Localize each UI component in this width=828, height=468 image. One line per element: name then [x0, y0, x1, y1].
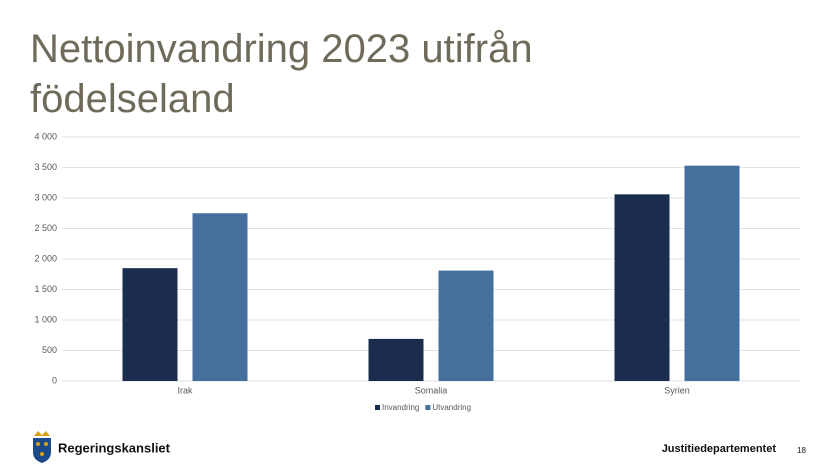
bar — [438, 270, 494, 381]
x-tick-label: Irak — [177, 385, 193, 395]
y-tick-label: 2 500 — [34, 223, 57, 233]
y-tick-label: 3 000 — [34, 192, 57, 202]
x-tick-label: Syrien — [664, 385, 690, 395]
bar — [684, 165, 740, 381]
department: Justitiedepartementet — [662, 443, 777, 455]
legend-swatch — [425, 405, 431, 410]
page-number: 18 — [797, 446, 806, 455]
bar — [122, 268, 178, 381]
y-tick-label: 3 500 — [34, 162, 57, 172]
legend-label: Utvandring — [432, 403, 471, 412]
y-tick-label: 4 000 — [34, 131, 57, 141]
y-tick-label: 1 500 — [34, 284, 57, 294]
y-tick-label: 1 000 — [34, 314, 57, 324]
legend-label: Invandring — [382, 403, 419, 412]
bar — [192, 213, 248, 381]
logo-crest — [33, 431, 51, 463]
slide-title: Nettoinvandring 2023 utifrån födelseland — [30, 27, 533, 121]
y-tick-label: 2 000 — [34, 253, 57, 263]
y-tick-label: 500 — [42, 345, 57, 355]
bar — [368, 338, 424, 381]
legend-swatch — [375, 405, 380, 410]
x-tick-label: Somalia — [415, 385, 448, 395]
logo-text: Regeringskansliet — [58, 440, 171, 455]
bar — [614, 194, 670, 381]
y-tick-label: 0 — [52, 375, 57, 385]
